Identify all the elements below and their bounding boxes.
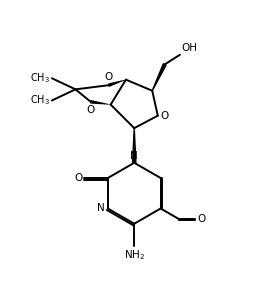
Text: N: N bbox=[97, 204, 104, 214]
Text: CH$_3$: CH$_3$ bbox=[30, 93, 50, 107]
Text: N: N bbox=[130, 151, 138, 160]
Polygon shape bbox=[152, 64, 166, 91]
Text: O: O bbox=[161, 111, 169, 121]
Text: OH: OH bbox=[181, 43, 197, 53]
Text: NH$_2$: NH$_2$ bbox=[124, 248, 145, 262]
Polygon shape bbox=[133, 128, 136, 163]
Text: O: O bbox=[105, 72, 113, 82]
Text: O: O bbox=[74, 173, 83, 183]
Text: O: O bbox=[87, 105, 95, 115]
Text: O: O bbox=[197, 214, 205, 224]
Text: CH$_3$: CH$_3$ bbox=[30, 71, 50, 85]
